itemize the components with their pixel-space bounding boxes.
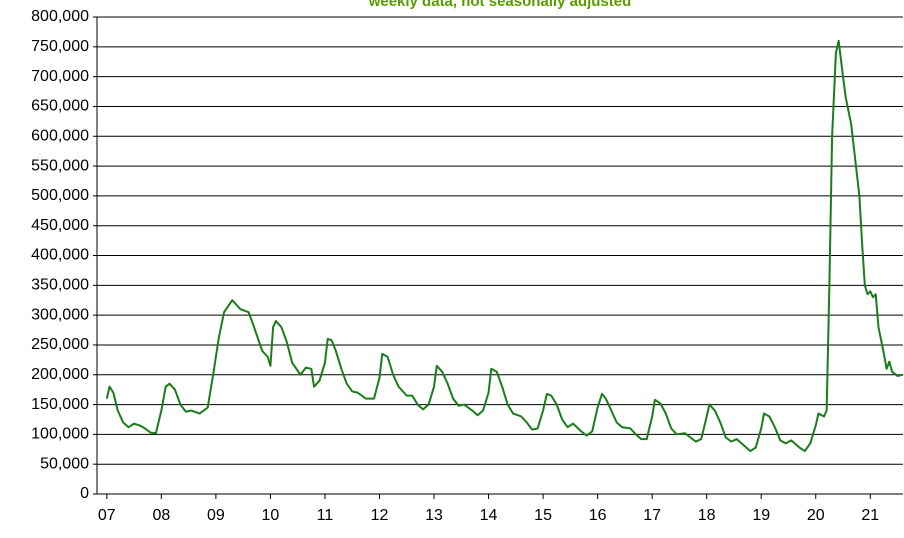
y-tick-label: 650,000: [31, 98, 89, 115]
x-tick-label: 11: [317, 507, 334, 524]
x-tick-label: 07: [98, 507, 116, 524]
y-tick-label: 500,000: [31, 187, 89, 204]
x-tick-label: 18: [698, 507, 716, 524]
y-tick-label: 50,000: [40, 455, 89, 472]
y-tick-label: 800,000: [31, 8, 89, 25]
x-tick-label: 17: [643, 507, 661, 524]
y-tick-label: 150,000: [31, 396, 89, 413]
x-tick-label: 13: [425, 507, 443, 524]
y-tick-label: 0: [80, 485, 89, 502]
x-tick-label: 21: [861, 507, 879, 524]
chart-title: weekly data, not seasonally adjusted: [368, 0, 632, 10]
y-tick-label: 350,000: [31, 277, 89, 294]
y-tick-label: 450,000: [31, 217, 89, 234]
x-tick-label: 16: [589, 507, 607, 524]
x-tick-label: 08: [152, 507, 170, 524]
y-tick-label: 250,000: [31, 336, 89, 353]
x-tick-label: 12: [371, 507, 389, 524]
x-tick-label: 20: [807, 507, 825, 524]
x-tick-label: 14: [480, 507, 498, 524]
y-tick-label: 700,000: [31, 68, 89, 85]
y-tick-label: 550,000: [31, 157, 89, 174]
x-tick-label: 09: [207, 507, 225, 524]
y-tick-label: 600,000: [31, 127, 89, 144]
y-tick-label: 300,000: [31, 306, 89, 323]
x-tick-label: 10: [262, 507, 280, 524]
x-tick-label: 19: [752, 507, 770, 524]
data-line: [105, 39, 904, 453]
y-tick-label: 100,000: [31, 426, 89, 443]
y-tick-label: 200,000: [31, 366, 89, 383]
y-tick-label: 400,000: [31, 247, 89, 264]
y-tick-label: 750,000: [31, 38, 89, 55]
x-tick-label: 15: [534, 507, 552, 524]
